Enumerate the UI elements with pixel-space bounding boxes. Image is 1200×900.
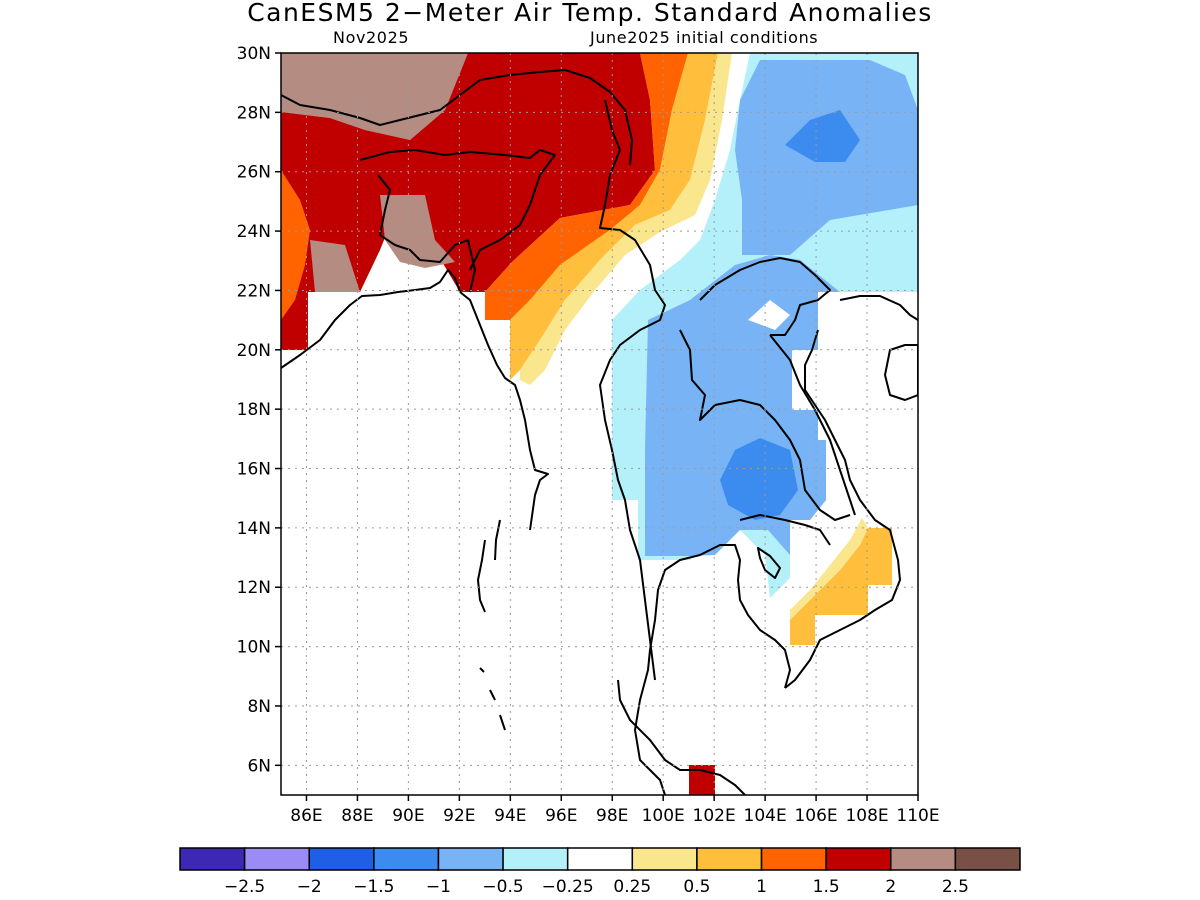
colorbar: −2.5 −2 −1.5 −1 −0.5 −0.25 0.25 0.5 1 1.5 2 2.5: [179, 847, 1021, 897]
lat-tick-label: 10N: [237, 638, 271, 658]
lon-tick-label: 90E: [392, 806, 424, 826]
gulf-of-thailand-coast: [634, 544, 791, 795]
colorbar-label: 1.5: [813, 877, 840, 897]
lat-tick-label: 24N: [237, 222, 271, 242]
lon-tick-label: 96E: [545, 806, 577, 826]
lat-tick-label: 14N: [237, 519, 271, 539]
map-frame: [280, 52, 919, 796]
lon-tick-label: 98E: [596, 806, 628, 826]
vietnam-coast: [784, 295, 918, 689]
lat-tick-label: 16N: [237, 460, 271, 480]
lon-tick-label: 104E: [744, 806, 787, 826]
colorbar-swatch: [566, 847, 634, 871]
lon-tick-label: 94E: [494, 806, 526, 826]
colorbar-label: −2: [297, 877, 322, 897]
anomaly-region-neg1-north: [785, 110, 860, 162]
colorbar-swatch: [954, 847, 1021, 871]
lon-tick-label: 102E: [693, 806, 736, 826]
lon-axis: 86E 88E 90E 92E 94E 96E 98E 100E 102E 104E 106E 108…: [290, 795, 940, 826]
anomaly-region-1p5-east: [485, 53, 688, 320]
colorbar-label: 1: [756, 877, 767, 897]
colorbar-swatch: [890, 847, 957, 871]
bangladesh-border: [377, 174, 476, 293]
target-month-label: Nov2025: [333, 28, 410, 47]
anomaly-region-neg1-south: [720, 438, 798, 520]
lon-tick-label: 110E: [896, 806, 939, 826]
colorbar-label: −1.5: [353, 877, 394, 897]
lat-tick-label: 26N: [237, 163, 271, 183]
laos-thailand-border: [679, 329, 851, 521]
colorbar-label: 2: [885, 877, 896, 897]
initial-conditions-label: June2025 initial conditions: [590, 28, 819, 47]
colorbar-label: −1: [426, 877, 451, 897]
colorbar-swatch: [243, 847, 310, 871]
colorbar-label: −0.5: [482, 877, 523, 897]
anomaly-region-2p5-coast: [310, 240, 360, 292]
colorbar-swatch: [825, 847, 892, 871]
lat-tick-label: 30N: [237, 44, 271, 64]
colorbar-label: −2.5: [224, 877, 265, 897]
lon-tick-label: 88E: [341, 806, 373, 826]
india-bangladesh-coast: [281, 269, 549, 531]
andaman-islands: [477, 519, 501, 613]
thailand-cambodia-border: [739, 514, 831, 546]
china-laos-vietnam-border: [699, 257, 831, 336]
anomaly-region-2p5-bangladesh: [380, 195, 455, 268]
colorbar-label: 0.5: [683, 877, 710, 897]
colorbar-label: 0.25: [613, 877, 651, 897]
laos-vietnam-border: [769, 334, 856, 516]
colorbar-swatch: [696, 847, 763, 871]
anomaly-region-0p5: [520, 53, 732, 385]
lat-tick-label: 20N: [237, 341, 271, 361]
lon-tick-label: 100E: [642, 806, 685, 826]
lon-tick-label: 92E: [443, 806, 475, 826]
lat-tick-label: 6N: [247, 756, 271, 776]
lon-tick-label: 106E: [794, 806, 837, 826]
colorbar-swatch: [308, 847, 375, 871]
colorbar-swatch: [373, 847, 440, 871]
anomaly-region-0p5-south: [790, 518, 868, 620]
hainan-coast: [884, 344, 918, 401]
colorbar-label: 2.5: [942, 877, 969, 897]
lat-tick-label: 8N: [247, 697, 271, 717]
lon-tick-label: 86E: [290, 806, 322, 826]
anomaly-shading: [281, 53, 918, 795]
lat-tick-label: 22N: [237, 281, 271, 301]
lon-tick-label: 108E: [845, 806, 888, 826]
colorbar-swatch: [760, 847, 827, 871]
lat-tick-label: 18N: [237, 400, 271, 420]
colorbar-swatch: [179, 847, 246, 871]
anomaly-region-1p5-west: [281, 170, 310, 320]
bhutan-assam-border: [359, 149, 556, 161]
myanmar-east-border: [599, 99, 666, 681]
colorbar-swatch: [437, 847, 504, 871]
lat-tick-label: 28N: [237, 103, 271, 123]
anomaly-region-near-zero: [748, 300, 790, 330]
nicobar-islands: [479, 667, 506, 731]
anomaly-region-2-north: [281, 53, 655, 350]
chart-title: CanESM5 2−Meter Air Temp. Standard Anoma…: [247, 0, 933, 27]
anomaly-region-1-south: [790, 528, 892, 645]
colorbar-swatch: [502, 847, 569, 871]
cambodia-lake: [757, 547, 781, 579]
myanmar-west-border: [469, 154, 556, 271]
lat-axis: 30N 28N 26N 24N 22N 20N 18N 16N 14N 12N 10N 8N 6N: [237, 44, 281, 776]
coastlines-borders: [281, 69, 918, 795]
lat-tick-label: 12N: [237, 578, 271, 598]
anomaly-region-2p5-west: [281, 53, 468, 140]
anomaly-region-1: [510, 53, 718, 380]
malay-peninsula-coast: [617, 679, 746, 795]
colorbar-swatch: [631, 847, 698, 871]
colorbar-label: −0.25: [542, 877, 594, 897]
